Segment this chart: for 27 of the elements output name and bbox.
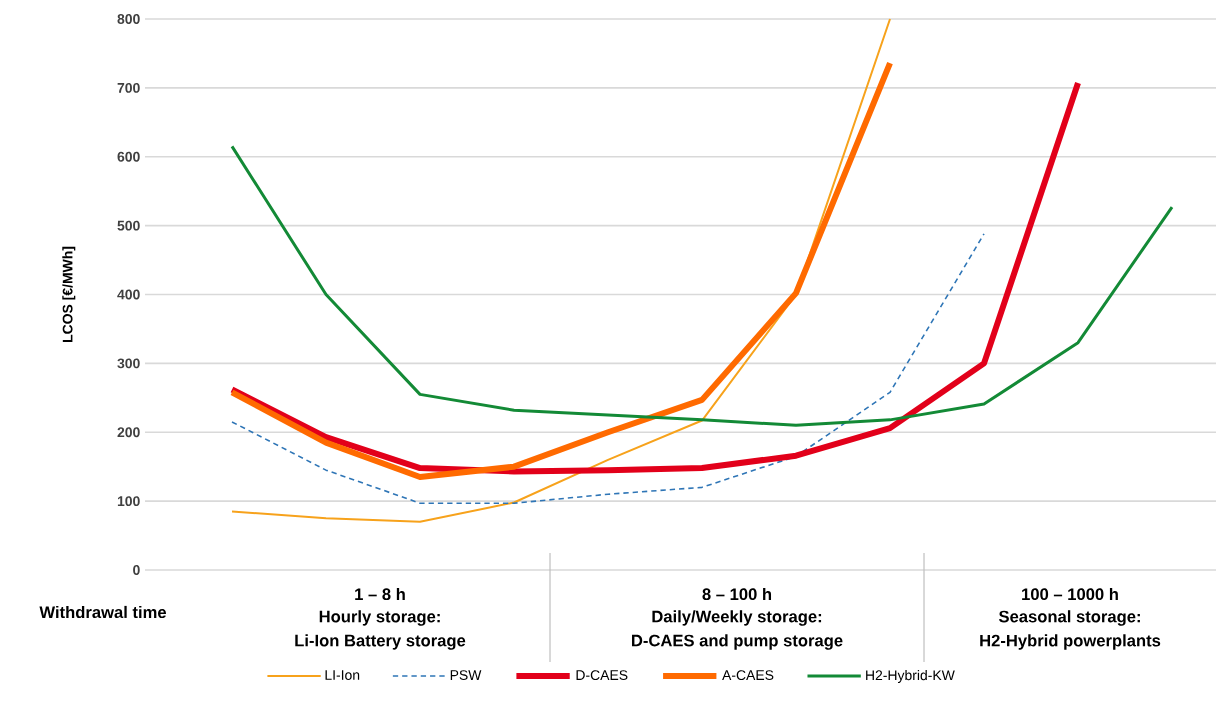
text: 1 – 8 h bbox=[355, 587, 405, 601]
x-axis-title: Withdrawal time bbox=[39, 605, 167, 619]
y-tick-label: 500 bbox=[117, 220, 140, 231]
legend-label: H2-Hybrid-KW bbox=[866, 669, 955, 683]
y-tick-label: 600 bbox=[117, 151, 140, 162]
y-tick-label: 400 bbox=[117, 289, 140, 300]
text: 8 – 100 h bbox=[702, 587, 772, 601]
y-tick-label: 200 bbox=[117, 427, 140, 438]
y-tick-label: 100 bbox=[117, 496, 140, 507]
text: D-CAES and pump storage bbox=[632, 634, 843, 650]
line-series bbox=[231, 18, 892, 523]
legend-label: A-CAES bbox=[722, 670, 774, 681]
y-tick-label: 700 bbox=[117, 82, 140, 93]
text: H2-Hybrid powerplants bbox=[980, 634, 1161, 650]
y-tick-label: 300 bbox=[117, 358, 140, 369]
text: Hourly storage: bbox=[319, 610, 440, 626]
legend-label: D-CAES bbox=[576, 670, 628, 681]
text: Seasonal storage: bbox=[998, 610, 1140, 626]
legend-label: PSW bbox=[450, 670, 482, 681]
line-series bbox=[231, 233, 985, 504]
text: 100 – 1000 h bbox=[1022, 587, 1118, 601]
y-axis-title: LCOS [€/MWh] bbox=[62, 246, 76, 342]
y-tick-label: 800 bbox=[117, 14, 140, 24]
legend-label: LI-Ion bbox=[325, 670, 360, 680]
text: Daily/Weekly storage: bbox=[652, 610, 822, 626]
text: Li-Ion Battery storage bbox=[295, 634, 466, 650]
y-tick-label: 0 bbox=[133, 565, 140, 575]
